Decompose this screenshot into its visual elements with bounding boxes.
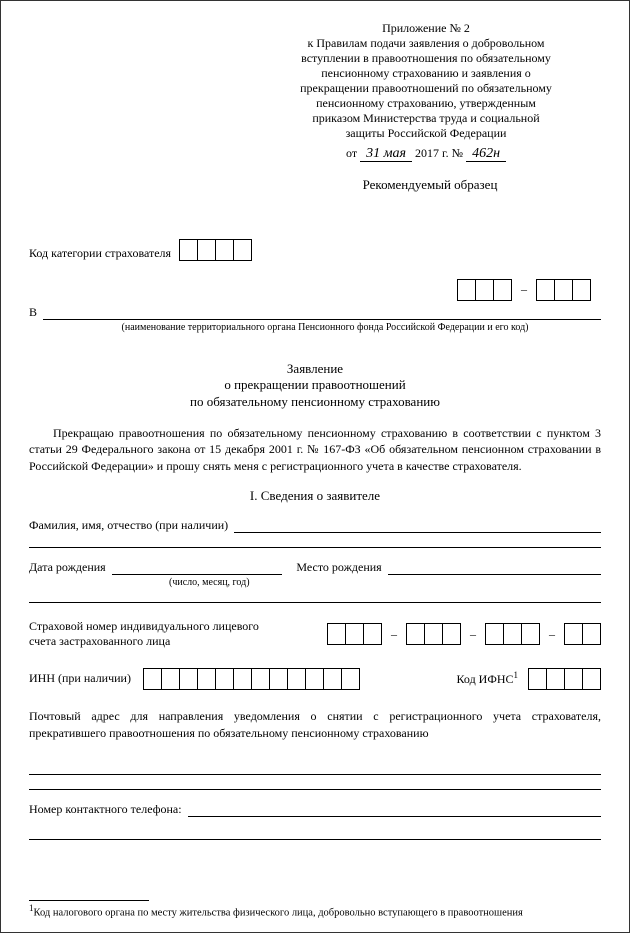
org-code-part1[interactable]	[457, 279, 512, 301]
insurer-category-label: Код категории страхователя	[29, 246, 171, 261]
footnote-text: 1Код налогового органа по месту жительст…	[29, 903, 601, 920]
authority-row: В	[29, 305, 601, 320]
fio-row: Фамилия, имя, отчество (при наличии)	[29, 518, 601, 533]
birth-place-input[interactable]	[388, 562, 601, 575]
dash-separator: –	[521, 282, 527, 297]
phone-input[interactable]	[188, 804, 601, 817]
main-paragraph: Прекращаю правоотношения по обязательном…	[29, 425, 601, 474]
org-code-row: –	[29, 279, 601, 301]
title-line-2: о прекращении правоотношений	[29, 377, 601, 394]
footnote-body: Код налогового органа по месту жительств…	[34, 907, 523, 918]
address-input-line[interactable]	[29, 762, 601, 775]
birth-date-sub: (число, месяц, год)	[169, 577, 601, 588]
divider-2	[29, 602, 601, 603]
inn-row: ИНН (при наличии) Код ИФНС1	[29, 668, 601, 690]
page-container: Приложение № 2 к Правилам подачи заявлен…	[0, 0, 630, 933]
birth-place-label: Место рождения	[296, 560, 381, 575]
v-label: В	[29, 305, 37, 320]
appendix-header: Приложение № 2 к Правилам подачи заявлен…	[261, 21, 591, 163]
recommended-sample: Рекомендуемый образец	[259, 177, 601, 193]
ifns-boxes[interactable]	[528, 668, 601, 690]
appendix-line-2: вступлении в правоотношения по обязатель…	[261, 51, 591, 66]
snils-boxes[interactable]: – – –	[327, 623, 601, 645]
insurer-category-row: Код категории страхователя	[29, 239, 601, 261]
birth-date-input[interactable]	[112, 562, 283, 575]
appendix-line-1: к Правилам подачи заявления о добровольн…	[261, 36, 591, 51]
phone-row: Номер контактного телефона:	[29, 802, 601, 817]
appendix-line-4: прекращении правоотношений по обязательн…	[261, 81, 591, 96]
date-prefix: от	[346, 146, 357, 160]
postal-address-para: Почтовый адрес для направления уведомлен…	[29, 708, 601, 742]
snils-row: Страховой номер индивидуального лицевого…	[29, 619, 601, 650]
fio-label: Фамилия, имя, отчество (при наличии)	[29, 518, 228, 533]
ifns-label: Код ИФНС1	[457, 670, 518, 687]
appendix-line-3: пенсионному страхованию и заявления о	[261, 66, 591, 81]
authority-name-field[interactable]	[43, 307, 601, 320]
divider-1	[29, 547, 601, 548]
section-1-title: I. Сведения о заявителе	[29, 488, 601, 504]
document-title: Заявление о прекращении правоотношений п…	[29, 361, 601, 412]
title-line-1: Заявление	[29, 361, 601, 378]
phone-label: Номер контактного телефона:	[29, 802, 182, 817]
ifns-group: Код ИФНС1	[457, 668, 601, 690]
appendix-title: Приложение № 2	[261, 21, 591, 36]
appendix-line-6: приказом Министерства труда и социальной	[261, 111, 591, 126]
divider-4	[29, 839, 601, 840]
authority-caption: (наименование территориального органа Пе…	[49, 322, 601, 333]
birth-date-label: Дата рождения	[29, 560, 106, 575]
order-date-line: от 31 мая 2017 г. № 462н	[261, 145, 591, 163]
number-handwritten: 462н	[466, 146, 506, 162]
inn-boxes[interactable]	[143, 668, 360, 690]
appendix-line-5: пенсионному страхованию, утвержденным	[261, 96, 591, 111]
category-code-boxes[interactable]	[179, 239, 252, 261]
fio-input[interactable]	[234, 520, 601, 533]
footnote-rule	[29, 900, 149, 901]
inn-label: ИНН (при наличии)	[29, 671, 131, 686]
snils-label: Страховой номер индивидуального лицевого…	[29, 619, 259, 650]
org-code-part2[interactable]	[536, 279, 591, 301]
title-line-3: по обязательному пенсионному страхованию	[29, 394, 601, 411]
date-handwritten: 31 мая	[360, 146, 412, 162]
birth-row: Дата рождения Место рождения	[29, 560, 601, 575]
divider-3	[29, 789, 601, 790]
appendix-line-7: защиты Российской Федерации	[261, 126, 591, 141]
year-label: 2017 г. №	[415, 146, 463, 160]
